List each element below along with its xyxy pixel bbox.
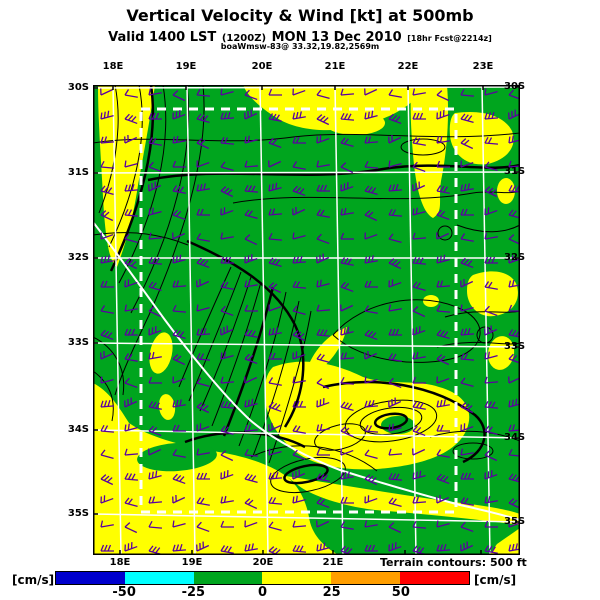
valid-time-line: Valid 1400 LST (1200Z) MON 13 Dec 2010 [… <box>0 26 600 45</box>
terrain-contour-note: Terrain contours: 500 ft <box>380 556 527 569</box>
colorbar-segment <box>56 572 125 584</box>
init-time: (1200Z) <box>221 33 267 44</box>
right-axis-label: 34S <box>504 432 526 443</box>
bottom-axis-label: 19E <box>181 557 203 568</box>
top-axis-label: 20E <box>251 61 273 72</box>
colorbar-units-left: [cm/s] <box>12 573 55 587</box>
bottom-axis-label: 21E <box>322 557 344 568</box>
page-title: Vertical Velocity & Wind [kt] at 500mb <box>126 6 474 25</box>
top-axis-label: 18E <box>102 61 124 72</box>
valid-prefix: Valid 1400 LST <box>108 30 217 45</box>
right-axis-label: 31S <box>504 166 526 177</box>
right-axis-label: 32S <box>504 252 526 263</box>
left-axis-label: 31S <box>67 167 89 178</box>
top-axis-label: 22E <box>397 61 419 72</box>
right-axis-label: 30S <box>504 81 526 92</box>
colorbar-segment <box>193 572 263 584</box>
top-axis-label: 19E <box>175 61 197 72</box>
colorbar-segment <box>331 572 401 584</box>
model-station-line: boaWmsw-83@ 33.32,19.82,2569m <box>220 42 380 51</box>
valid-date: MON 13 Dec 2010 <box>271 30 402 45</box>
left-axis-label: 35S <box>67 508 89 519</box>
top-axis-label: 21E <box>324 61 346 72</box>
colorbar-segment <box>400 572 469 584</box>
left-axis-label: 30S <box>67 82 89 93</box>
colorbar-units-right: [cm/s] <box>474 573 517 587</box>
top-axis-label: 23E <box>472 61 494 72</box>
colorbar-tick-label: 25 <box>322 585 341 600</box>
right-axis-label: 35S <box>504 516 526 527</box>
colorbar-tick-label: 0 <box>257 585 268 600</box>
left-axis-label: 34S <box>67 424 89 435</box>
vertical-velocity-map <box>93 85 520 555</box>
forecast-hour: [18hr Fcst@2214z] <box>407 34 492 43</box>
colorbar-segment <box>124 572 194 584</box>
colorbar <box>55 571 470 585</box>
colorbar-segment <box>262 572 332 584</box>
left-axis-label: 33S <box>67 337 89 348</box>
bottom-axis-label: 20E <box>252 557 274 568</box>
colorbar-tick-label: -25 <box>181 585 206 600</box>
colorbar-tick-label: -50 <box>112 585 136 600</box>
right-axis-label: 33S <box>504 341 526 352</box>
left-axis-label: 32S <box>67 252 89 263</box>
bottom-axis-label: 18E <box>109 557 131 568</box>
colorbar-tick-label: 50 <box>391 585 410 600</box>
